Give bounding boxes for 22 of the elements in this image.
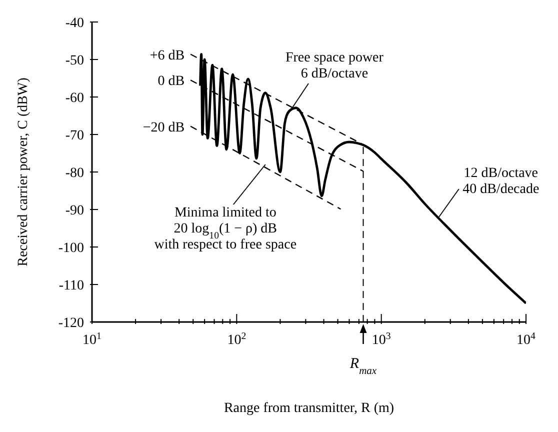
y-tick-label: -100 (58, 241, 84, 256)
annotation: Free space power 6 dB/octave (285, 50, 384, 82)
annotation: 12 dB/octave 40 dB/decade (462, 166, 540, 197)
y-tick-label: -120 (58, 316, 84, 331)
x-tick-label: 10$^{4}$ (516, 330, 536, 348)
ref-line-label: R$_{max}$ (348, 356, 377, 376)
series-label: −20 dB (142, 120, 185, 136)
x-tick-label: 10$^{3}$ (372, 330, 391, 348)
series-label: 0 dB (158, 74, 185, 90)
y-tick-label: -50 (65, 54, 84, 68)
series-label: +6 dB (150, 48, 185, 64)
y-tick-label: -70 (65, 128, 84, 144)
y-tick-label: -110 (58, 278, 84, 294)
x-tick-label: 10$^{1}$ (82, 330, 102, 348)
y-axis-title: Received carrier power, C (dBW) (16, 77, 31, 266)
y-tick-label: -60 (65, 91, 84, 106)
x-axis-title: Range from transmitter, R (m) (224, 401, 394, 416)
y-tick-label: -40 (65, 16, 84, 31)
annotation: Minima limited to 20 log$_{10}$(1 − ρ) dB with respect to free space (154, 206, 297, 252)
y-tick-label: -80 (65, 166, 84, 181)
x-tick-label: 10$^{2}$ (227, 330, 246, 348)
y-tick-label: -90 (65, 204, 84, 218)
